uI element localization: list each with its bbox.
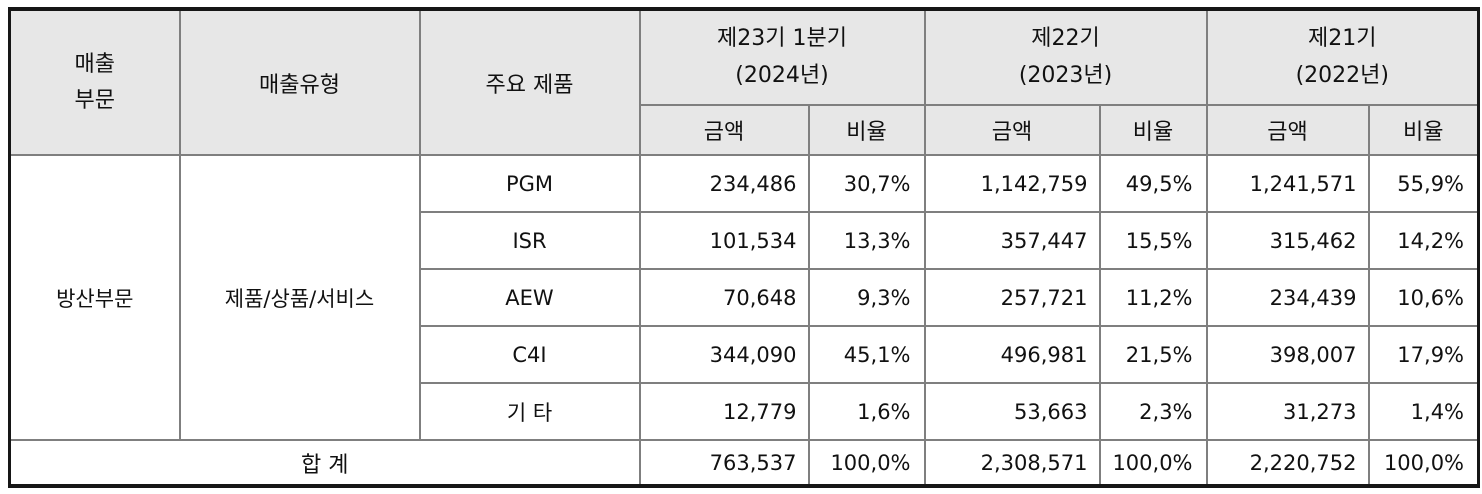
amount-cell-21: 315,462: [1205, 211, 1370, 270]
amount-cell-22: 53,663: [923, 382, 1101, 441]
period-21-year: (2022년): [1295, 62, 1389, 88]
amount-cell-21: 398,007: [1205, 325, 1370, 384]
amount-cell-22: 257,721: [923, 268, 1101, 327]
table-row-etc: 기 타 12,779 1,6% 53,663 2,3% 31,273 1,4%: [10, 382, 1480, 441]
ratio-cell-21: 17,9%: [1367, 325, 1480, 384]
ratio-cell-22: 49,5%: [1098, 154, 1208, 213]
revenue-by-product-table: 매출 부문 매출유형 주요 제품 제23기 1분기 (2024년) 제22기 (…: [8, 7, 1481, 488]
sales-type-cell: 제품/상품/서비스: [178, 154, 421, 441]
amount-cell-23: 70,648: [638, 268, 810, 327]
header-cell-sales-type: 매출유형: [178, 8, 421, 156]
amount-cell-21: 31,273: [1205, 382, 1370, 441]
header-cell-product: 주요 제품: [418, 8, 641, 156]
table-row-pgm: 방산부문 제품/상품/서비스 PGM 234,486 30,7% 1,142,7…: [8, 154, 1480, 441]
amount-cell-23: 344,090: [638, 325, 810, 384]
header-cell-amount-22: 금액: [923, 104, 1101, 156]
ratio-cell-22: 15,5%: [1098, 211, 1208, 270]
header-cell-period-21: 제21기 (2022년): [1205, 8, 1480, 106]
period-23-title: 제23기 1분기: [717, 26, 847, 52]
table-row-aew: AEW 70,648 9,3% 257,721 11,2% 234,439 10…: [10, 268, 1480, 327]
ratio-cell-22: 2,3%: [1098, 382, 1208, 441]
ratio-cell-21: 10,6%: [1367, 268, 1480, 327]
amount-cell-23: 12,779: [638, 382, 810, 441]
ratio-cell-23: 45,1%: [807, 325, 926, 384]
header-cell-ratio-22: 비율: [1098, 104, 1208, 156]
header-cell-ratio-21: 비율: [1367, 104, 1480, 156]
total-amount-cell-22: 2,308,571: [923, 439, 1101, 487]
total-ratio-cell-22: 100,0%: [1098, 439, 1208, 487]
ratio-cell-23: 13,3%: [807, 211, 926, 270]
amount-cell-22: 496,981: [923, 325, 1101, 384]
header-cell-period-22: 제22기 (2023년): [923, 8, 1208, 106]
amount-cell-21: 234,439: [1205, 268, 1370, 327]
ratio-cell-23: 1,6%: [807, 382, 926, 441]
ratio-cell-21: 1,4%: [1367, 382, 1480, 441]
table-row-isr: ISR 101,534 13,3% 357,447 15,5% 315,462 …: [10, 211, 1480, 270]
total-ratio-cell-23: 100,0%: [807, 439, 926, 487]
product-cell: 기 타: [418, 382, 641, 441]
total-ratio-cell-21: 100,0%: [1367, 439, 1480, 487]
total-amount-cell-23: 763,537: [638, 439, 810, 487]
total-amount-cell-21: 2,220,752: [1205, 439, 1370, 487]
period-22-year: (2023년): [1018, 62, 1113, 88]
ratio-cell-23: 9,3%: [807, 268, 926, 327]
product-cell: C4I: [418, 325, 641, 384]
ratio-cell-22: 11,2%: [1098, 268, 1208, 327]
header-cell-division: 매출 부문: [8, 8, 181, 156]
period-23-year: (2024년): [735, 62, 829, 88]
period-22-title: 제22기: [1031, 26, 1100, 52]
ratio-cell-23: 30,7%: [807, 154, 926, 213]
amount-cell-22: 357,447: [923, 211, 1101, 270]
table-row-c4i: C4I 344,090 45,1% 496,981 21,5% 398,007 …: [10, 325, 1480, 384]
ratio-cell-21: 55,9%: [1367, 154, 1480, 213]
product-cell: AEW: [418, 268, 641, 327]
period-21-title: 제21기: [1308, 26, 1377, 52]
header-cell-ratio-23: 비율: [807, 104, 926, 156]
amount-cell-23: 234,486: [638, 154, 810, 213]
ratio-cell-21: 14,2%: [1367, 211, 1480, 270]
header-cell-amount-21: 금액: [1205, 104, 1370, 156]
product-cell: PGM: [418, 154, 641, 213]
amount-cell-23: 101,534: [638, 211, 810, 270]
header-cell-amount-23: 금액: [638, 104, 810, 156]
ratio-cell-22: 21,5%: [1098, 325, 1208, 384]
header-cell-period-23: 제23기 1분기 (2024년): [638, 8, 926, 106]
amount-cell-22: 1,142,759: [923, 154, 1101, 213]
total-label-cell: 합 계: [8, 439, 641, 487]
header-row-subcolumns: 금액 비율 금액 비율 금액 비율: [10, 104, 1480, 156]
table-row-total: 합 계 763,537 100,0% 2,308,571 100,0% 2,22…: [8, 439, 1480, 487]
header-row-periods: 매출 부문 매출유형 주요 제품 제23기 1분기 (2024년) 제22기 (…: [8, 8, 1480, 156]
amount-cell-21: 1,241,571: [1205, 154, 1370, 213]
division-cell: 방산부문: [8, 154, 181, 441]
product-cell: ISR: [418, 211, 641, 270]
